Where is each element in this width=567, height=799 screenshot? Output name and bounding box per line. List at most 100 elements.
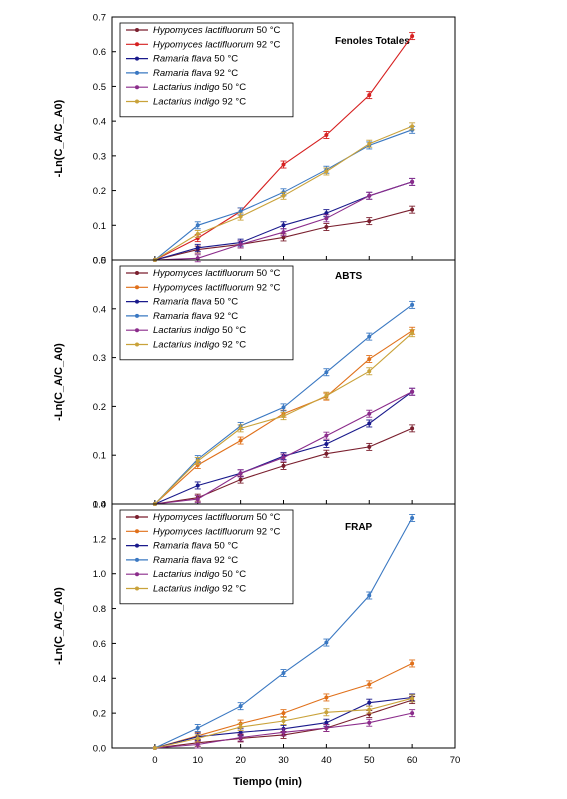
y-tick-label: 0.1	[93, 221, 106, 232]
data-point	[410, 711, 415, 716]
legend-box	[119, 509, 294, 605]
y-tick-label: 1.2	[93, 534, 106, 545]
data-point	[238, 730, 243, 735]
legend-marker	[135, 99, 139, 104]
legend-marker	[135, 56, 139, 61]
y-tick-label: 0.6	[93, 639, 106, 650]
y-tick-label: 0.3	[93, 151, 106, 162]
data-point	[367, 682, 372, 687]
data-point	[410, 515, 415, 520]
data-point	[281, 223, 286, 228]
legend-box	[119, 265, 294, 361]
data-point	[238, 471, 243, 476]
data-point	[152, 746, 157, 750]
legend-marker	[135, 285, 139, 290]
data-point	[367, 334, 372, 339]
legend-label: Hypomyces lactifluorum 50 °C	[153, 25, 280, 36]
y-tick-label: 0.8	[93, 604, 106, 615]
legend-marker	[135, 28, 139, 32]
data-point	[324, 370, 329, 375]
x-tick-label: 20	[235, 755, 246, 766]
legend-label: Hypomyces lactifluorum 92 °C	[153, 39, 280, 50]
data-point	[195, 459, 200, 464]
legend-marker	[135, 328, 139, 333]
legend-label: Hypomyces lactifluorum 50 °C	[153, 268, 280, 279]
data-point	[324, 225, 329, 230]
legend-marker	[135, 85, 139, 90]
data-point	[281, 414, 286, 419]
data-point	[281, 405, 286, 410]
x-tick-label: 50	[364, 755, 375, 766]
x-tick-label: 60	[407, 755, 418, 766]
y-tick-label: 0.0	[93, 744, 106, 755]
data-point	[367, 700, 372, 705]
panel-title: FRAP	[345, 522, 373, 533]
y-tick-label: 0.4	[93, 304, 106, 315]
y-tick-label: 0.7	[93, 13, 106, 24]
data-point	[281, 463, 286, 468]
legend-label: Lactarius indigo 92 °C	[153, 97, 246, 108]
panel-2: 0.0 0.2 0.4 0.6 0.8 1.0 1.2 1.4 0 10 20 30 40 50 60 70 -…	[53, 500, 460, 789]
data-point	[367, 411, 372, 416]
y-axis-label: -Ln(C_A/C_A0)	[53, 99, 65, 177]
data-point	[410, 426, 415, 431]
data-point	[324, 725, 329, 730]
data-point	[410, 661, 415, 666]
data-point	[410, 302, 415, 307]
data-point	[367, 193, 372, 198]
legend-label: Lactarius indigo 50 °C	[153, 82, 246, 93]
data-point	[367, 720, 372, 725]
legend-label: Ramaria flava 92 °C	[153, 68, 238, 79]
data-point	[281, 711, 286, 716]
data-point	[367, 444, 372, 449]
y-tick-label: 0.2	[93, 402, 106, 413]
legend-marker	[135, 572, 139, 577]
data-point	[367, 219, 372, 224]
data-point	[238, 214, 243, 219]
data-point	[195, 736, 200, 741]
data-point	[324, 720, 329, 725]
data-point	[238, 438, 243, 443]
legend-label: Hypomyces lactifluorum 92 °C	[153, 526, 280, 537]
legend-marker	[135, 586, 139, 591]
y-tick-label: 0.4	[93, 117, 106, 128]
x-tick-label: 30	[278, 755, 289, 766]
y-tick-label: 0.4	[93, 674, 106, 685]
data-point	[367, 707, 372, 712]
x-tick-label: 10	[192, 755, 203, 766]
data-point	[281, 162, 286, 167]
data-point	[324, 710, 329, 715]
data-point	[195, 256, 200, 261]
data-point	[367, 93, 372, 98]
y-axis-label: -Ln(C_A/C_A0)	[53, 587, 65, 665]
data-point	[281, 230, 286, 235]
data-point	[324, 695, 329, 700]
data-point	[195, 223, 200, 228]
data-point	[410, 179, 415, 184]
data-point	[324, 640, 329, 645]
legend-label: Lactarius indigo 92 °C	[153, 584, 246, 595]
legend-label: Lactarius indigo 50 °C	[153, 569, 246, 580]
legend-label: Ramaria flava 50 °C	[153, 54, 238, 65]
legend-marker	[135, 543, 139, 548]
data-point	[238, 209, 243, 214]
data-point	[410, 331, 415, 336]
legend-marker	[135, 70, 139, 75]
data-point	[324, 433, 329, 438]
x-tick-label: 0	[152, 755, 157, 766]
data-point	[324, 441, 329, 446]
y-tick-label: 1.0	[93, 569, 106, 580]
data-point	[410, 696, 415, 701]
data-point	[238, 704, 243, 709]
y-tick-label: 0.3	[93, 353, 106, 364]
legend-label: Ramaria flava 92 °C	[153, 555, 238, 566]
y-tick-label: 0.0	[93, 500, 106, 511]
legend-marker	[135, 313, 139, 318]
legend-box	[119, 22, 294, 118]
legend-label: Lactarius indigo 50 °C	[153, 325, 246, 336]
data-point	[195, 245, 200, 250]
data-point	[410, 207, 415, 212]
y-tick-label: 1.4	[93, 500, 106, 511]
legend-marker	[135, 271, 139, 275]
